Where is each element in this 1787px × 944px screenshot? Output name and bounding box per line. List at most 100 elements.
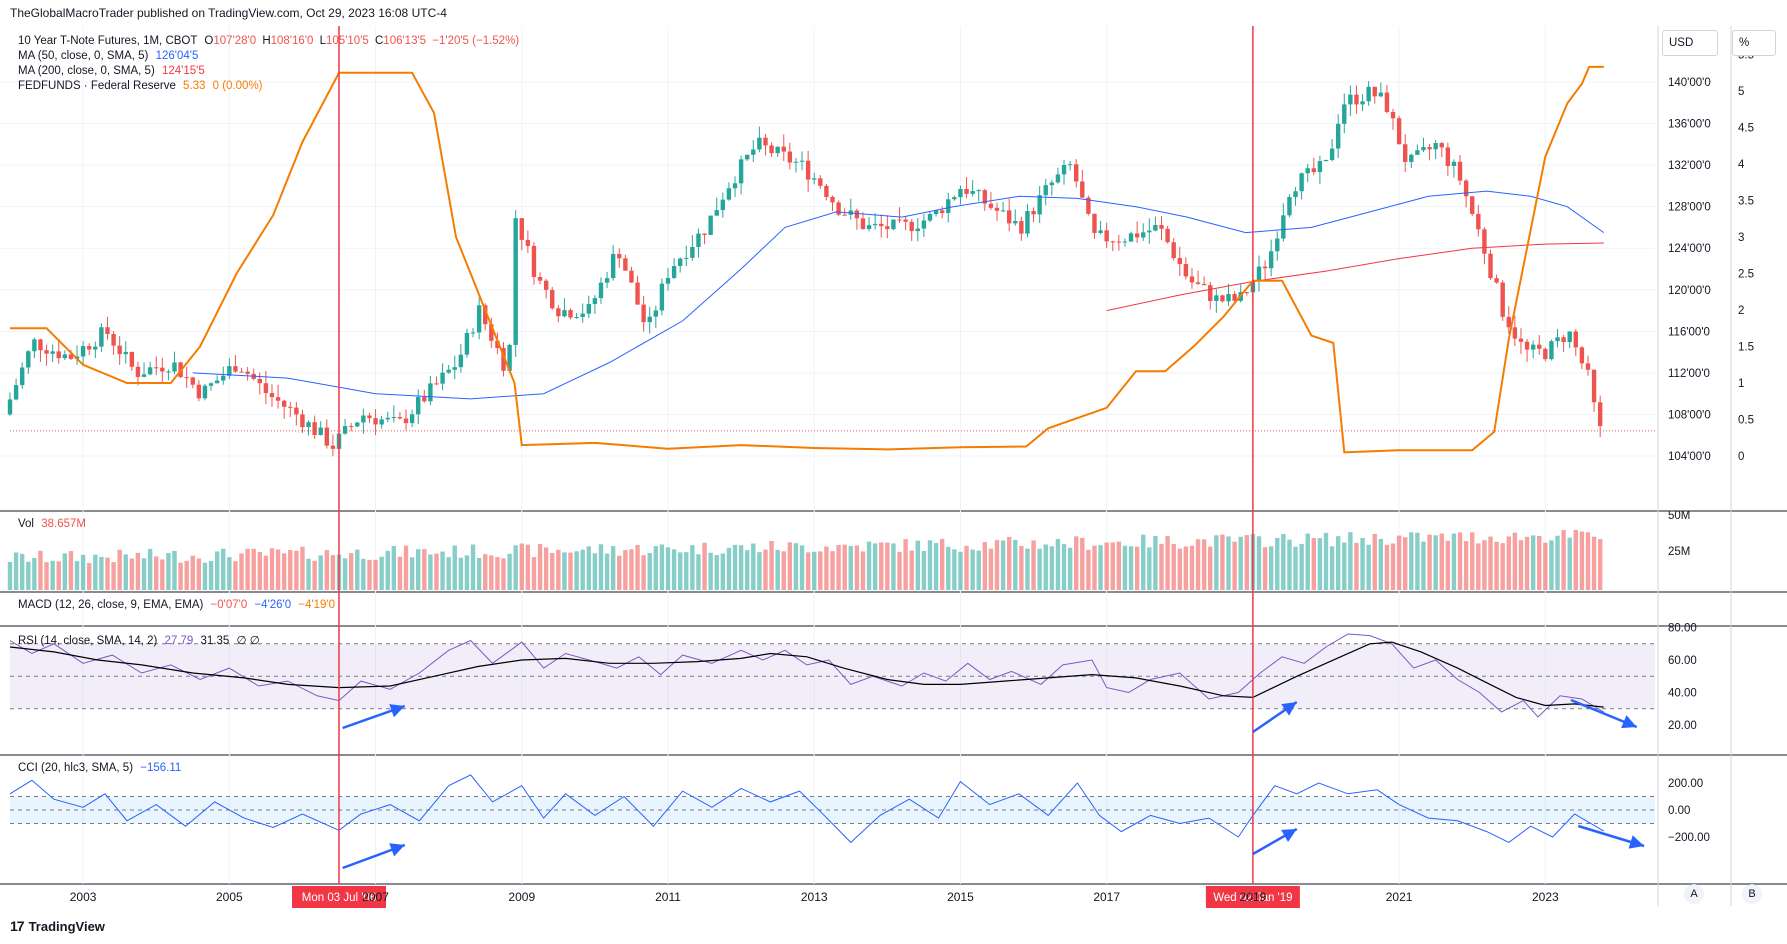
candle-body <box>483 305 488 325</box>
legend-fedfunds[interactable]: FEDFUNDS · Federal Reserve 5.33 0 (0.00%… <box>18 79 519 94</box>
candle-body <box>154 367 159 369</box>
candle-body <box>556 308 561 317</box>
volume-bar <box>671 549 677 590</box>
currency-button[interactable]: USD <box>1662 30 1718 56</box>
candle-body <box>324 427 330 446</box>
volume-bar <box>239 553 244 590</box>
candle-body <box>1116 241 1122 243</box>
volume-bar <box>1360 538 1365 590</box>
volume-bar <box>1189 545 1195 590</box>
volume-bar <box>598 544 604 590</box>
log-scale-button[interactable]: B <box>1742 884 1762 904</box>
rsi-arrow-3-head <box>1621 715 1637 729</box>
candle-body <box>519 218 524 240</box>
candle-body <box>50 351 55 354</box>
candle-body <box>586 304 591 314</box>
legend-ma50[interactable]: MA (50, close, 0, SMA, 5) 126'04'5 <box>18 49 519 64</box>
auto-scale-button[interactable]: A <box>1684 884 1704 904</box>
candle-body <box>1342 104 1347 124</box>
volume-bar <box>233 561 238 590</box>
volume-bar <box>1244 535 1249 590</box>
candle-body <box>604 278 610 283</box>
candle-body <box>348 426 354 428</box>
candle-body <box>763 137 768 146</box>
volume-bar <box>818 551 823 590</box>
price-tick: 112'00'0 <box>1668 368 1710 380</box>
candle-body <box>196 384 202 399</box>
candle-body <box>99 327 104 347</box>
rsi-legend[interactable]: RSI (14, close, SMA, 14, 2) 27.79 31.35 … <box>18 633 260 647</box>
volume-bar <box>19 553 25 590</box>
candle-body <box>1019 221 1024 234</box>
volume-bar <box>1134 546 1140 590</box>
volume-bar <box>927 540 933 590</box>
rsi-ma-line <box>9 641 1604 708</box>
candle-body <box>330 445 336 449</box>
candle-body <box>440 372 445 384</box>
candle-body <box>1147 230 1152 233</box>
cci-arrow-2-head <box>1281 829 1297 843</box>
candle-body <box>434 383 439 385</box>
candle-body <box>690 246 695 258</box>
candle-body <box>227 366 232 376</box>
volume-bar <box>507 553 512 590</box>
candle-body <box>117 345 122 355</box>
volume-legend[interactable]: Vol 38.657M <box>18 518 86 530</box>
candle-body <box>355 422 360 427</box>
candle-body <box>812 178 817 180</box>
candle-body <box>1482 229 1487 254</box>
volume-bar <box>1116 541 1122 590</box>
candle-body <box>1543 348 1548 360</box>
volume-bar <box>87 563 92 590</box>
volume-bar <box>38 550 43 590</box>
candle-body <box>342 426 348 434</box>
candle-body <box>1006 210 1012 224</box>
macd-v3: −4'19'0 <box>298 599 336 611</box>
candle-body <box>1153 224 1158 231</box>
volume-bar <box>160 559 165 590</box>
volume-bar <box>458 557 464 590</box>
candle-body <box>537 276 543 281</box>
volume-bar <box>1421 541 1426 590</box>
volume-bar <box>708 552 713 590</box>
x-tick-2005: 2005 <box>216 890 243 904</box>
volume-bar <box>361 558 366 590</box>
volume-bar <box>976 550 981 590</box>
volume-bar <box>1025 548 1030 590</box>
candle-body <box>269 393 275 398</box>
candle-body <box>903 219 908 222</box>
candle-body <box>495 340 500 349</box>
volume-bar <box>677 552 683 590</box>
volume-bar <box>1384 544 1390 590</box>
volume-bar <box>26 561 31 590</box>
rsi-band <box>10 643 1655 710</box>
percent-button[interactable]: % <box>1732 30 1776 56</box>
candle-body <box>769 145 774 154</box>
candle-body <box>665 277 671 284</box>
pct-tick: 2.5 <box>1738 269 1754 281</box>
legend-ma200[interactable]: MA (200, close, 0, SMA, 5) 124'15'5 <box>18 64 519 79</box>
cci-band <box>10 796 1655 824</box>
candle-body <box>68 354 74 359</box>
candle-body <box>824 185 829 197</box>
volume-bar <box>1488 536 1493 590</box>
macd-legend[interactable]: MACD (12, 26, close, 9, EMA, EMA) −0'07'… <box>18 599 335 611</box>
volume-bar <box>909 550 914 590</box>
volume-bar <box>257 551 262 590</box>
volume-bar <box>1153 536 1158 590</box>
volume-bar <box>952 549 957 590</box>
tradingview-logo[interactable]: 17 TradingView <box>10 918 105 934</box>
candle-body <box>629 270 634 283</box>
candle-body <box>1214 295 1219 301</box>
candle-body <box>568 310 573 318</box>
volume-bar <box>879 542 884 590</box>
legend-symbol[interactable]: 10 Year T-Note Futures, 1M, CBOT O107'28… <box>18 34 519 49</box>
candle-body <box>428 383 433 402</box>
candle-body <box>233 366 238 372</box>
cci-legend[interactable]: CCI (20, hlc3, SMA, 5) −156.11 <box>18 762 181 774</box>
candle-body <box>19 367 25 386</box>
ohlc-l-label: L <box>319 35 327 47</box>
candle-body <box>160 367 165 372</box>
candle-body <box>1421 147 1426 151</box>
volume-bar <box>1055 538 1061 590</box>
